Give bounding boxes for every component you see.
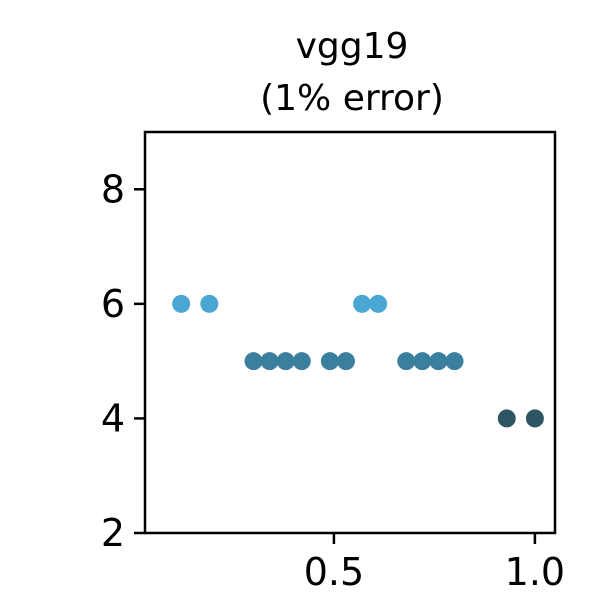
data-point: [429, 352, 448, 371]
x-tick-label: 1.0: [505, 550, 565, 594]
chart-subtitle: (1% error): [260, 78, 444, 119]
data-point: [525, 409, 544, 428]
data-point: [200, 294, 219, 313]
data-point: [172, 294, 191, 313]
y-tick-label: 8: [101, 167, 125, 211]
data-point: [292, 352, 311, 371]
y-tick-label: 2: [101, 511, 125, 555]
x-tick-label: 0.5: [304, 550, 364, 594]
data-points: [172, 294, 544, 428]
data-point: [244, 352, 263, 371]
chart-title: vgg19: [296, 26, 409, 67]
data-point: [497, 409, 516, 428]
data-point: [353, 294, 372, 313]
plot-frame: [143, 130, 557, 535]
data-point: [320, 352, 339, 371]
data-point: [397, 352, 416, 371]
data-point: [260, 352, 279, 371]
data-point: [445, 352, 464, 371]
data-point: [336, 352, 355, 371]
data-point: [276, 352, 295, 371]
y-tick-label: 6: [101, 282, 125, 326]
data-point: [369, 294, 388, 313]
data-point: [413, 352, 432, 371]
axes: 2 4 6 8 0.5 1.0: [101, 167, 565, 594]
y-tick-label: 4: [101, 396, 125, 440]
